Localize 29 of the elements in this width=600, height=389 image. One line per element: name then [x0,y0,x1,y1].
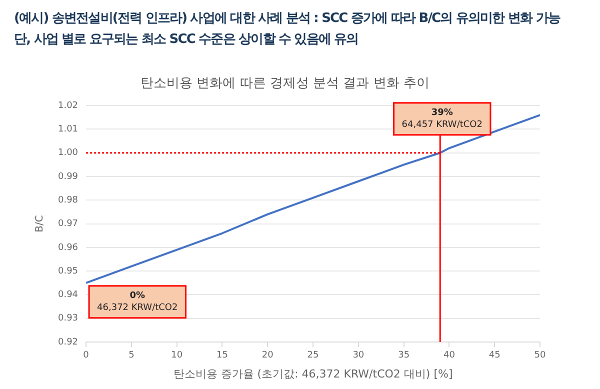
text: 단, 사업 별로 요구되는 최소 SCC 수준은 상이할 수 있음에 유의 [14,31,360,49]
y-tick-label: 1.00 [58,148,78,158]
x-tick-label: 50 [534,350,546,361]
x-tick-label: 0 [83,350,90,361]
y-tick-label: 0.92 [58,337,78,348]
chart-title: 탄소비용 변화에 따른 경제성 분석 결과 변화 추이 [140,76,430,92]
y-tick-label: 0.97 [58,219,78,230]
y-tick-label: 0.99 [58,172,78,182]
x-tick-label: 25 [307,350,319,361]
y-tick-label: 0.98 [58,196,78,206]
x-tick-label: 10 [171,350,183,361]
annotation: 0% 46,372 KRW/tCO2 [97,291,178,314]
x-tick-label: 5 [128,350,134,361]
x-tick-label: 30 [352,350,364,361]
annotation: 39% 64,457 KRW/tCO2 [402,108,482,130]
x-tick-label: 45 [488,350,500,361]
y-tick-label: 0.94 [58,290,78,300]
y-tick-label: 0.95 [58,266,78,276]
x-tick-label: 15 [216,350,228,361]
x-tick-label: 35 [398,350,410,361]
x-tick-label: 20 [262,350,274,361]
y-tick-label: 0.93 [58,314,78,324]
y-tick-label: 1.01 [58,124,78,135]
y-axis-title: B/C [34,215,46,232]
x-axis-title: 탄소비용 증가율 (초기값: 46,372 KRW/tCO2 대비) [%] [173,367,453,380]
y-tick-label: 0.96 [58,242,78,253]
y-tick-label: 1.02 [58,100,78,111]
text: (예시) 송변전설비(전력 인프라) 사업에 대한 사례 분석 : SCC 증가에 따라 B/C의 유의미한 변화 가능 [14,10,560,28]
x-tick-label: 40 [443,350,456,361]
